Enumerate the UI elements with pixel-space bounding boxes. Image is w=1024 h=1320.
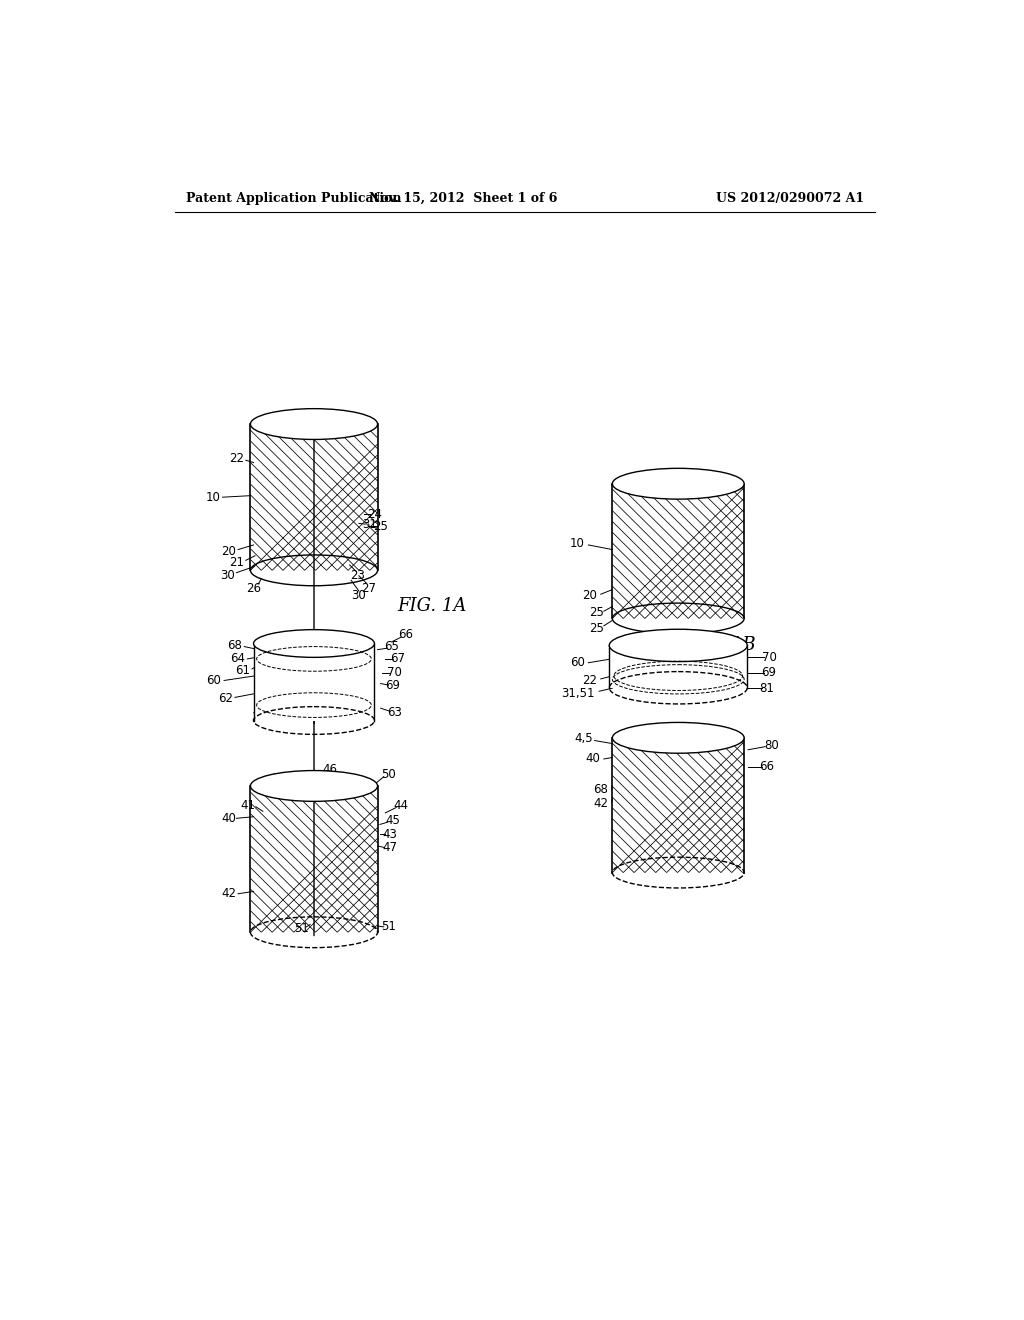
Text: Nov. 15, 2012  Sheet 1 of 6: Nov. 15, 2012 Sheet 1 of 6: [369, 191, 557, 205]
Text: 30: 30: [351, 589, 367, 602]
Text: 69: 69: [386, 678, 400, 692]
Text: 46: 46: [322, 763, 337, 776]
Text: 81: 81: [759, 681, 774, 694]
Text: 25: 25: [373, 520, 388, 533]
Text: 44: 44: [393, 799, 409, 812]
Text: 25: 25: [589, 606, 603, 619]
Text: 27: 27: [360, 582, 376, 594]
Text: 10: 10: [206, 491, 221, 504]
Text: 47: 47: [382, 841, 397, 854]
Text: 70: 70: [762, 651, 777, 664]
Polygon shape: [251, 424, 378, 570]
Text: 67: 67: [390, 652, 406, 665]
Text: 22: 22: [229, 453, 244, 465]
Text: 51: 51: [381, 920, 396, 933]
Polygon shape: [251, 785, 378, 932]
Text: 60: 60: [206, 675, 221, 686]
Text: 65: 65: [384, 640, 399, 653]
Text: 80: 80: [764, 739, 778, 751]
Text: 4,5: 4,5: [574, 731, 593, 744]
Ellipse shape: [612, 722, 744, 754]
Text: 26: 26: [246, 582, 261, 594]
Text: 31: 31: [251, 711, 265, 723]
Text: 20: 20: [221, 545, 237, 557]
Text: 40: 40: [586, 752, 600, 766]
Ellipse shape: [612, 469, 744, 499]
Text: 30: 30: [220, 569, 234, 582]
Text: 40: 40: [221, 812, 237, 825]
Text: 42: 42: [593, 797, 608, 810]
Text: 69: 69: [761, 667, 775, 680]
Text: 42: 42: [221, 887, 237, 900]
Text: 68: 68: [593, 783, 608, 796]
Ellipse shape: [251, 771, 378, 801]
Text: 60: 60: [570, 656, 585, 669]
Text: 70: 70: [387, 667, 402, 680]
Ellipse shape: [251, 409, 378, 440]
Text: 31: 31: [362, 517, 377, 531]
Text: 63: 63: [387, 706, 402, 719]
Text: 24: 24: [367, 508, 382, 520]
Text: 50: 50: [272, 772, 288, 785]
Text: US 2012/0290072 A1: US 2012/0290072 A1: [716, 191, 864, 205]
Text: 22: 22: [583, 675, 597, 686]
Text: 43: 43: [383, 828, 397, 841]
Polygon shape: [609, 645, 748, 688]
Text: 31,51: 31,51: [561, 686, 594, 700]
Ellipse shape: [254, 630, 375, 657]
Text: 68: 68: [227, 639, 243, 652]
Text: Patent Application Publication: Patent Application Publication: [186, 191, 401, 205]
Polygon shape: [612, 483, 744, 619]
Text: 41: 41: [241, 799, 256, 812]
Text: 23: 23: [350, 569, 365, 582]
Text: 10: 10: [570, 537, 585, 550]
Text: FIG. 1A: FIG. 1A: [397, 597, 467, 615]
Text: 61: 61: [236, 664, 250, 677]
Text: 64: 64: [230, 652, 246, 665]
Polygon shape: [254, 644, 375, 721]
Text: 66: 66: [398, 628, 413, 640]
Text: FIG. 1B: FIG. 1B: [686, 636, 756, 653]
Text: 45: 45: [386, 814, 400, 828]
Ellipse shape: [609, 630, 748, 661]
Text: 21: 21: [229, 556, 244, 569]
Text: 20: 20: [583, 589, 597, 602]
Text: 25: 25: [589, 622, 603, 635]
Text: 62: 62: [218, 693, 233, 705]
Text: 51: 51: [294, 921, 309, 935]
Polygon shape: [612, 738, 744, 873]
Text: 50: 50: [381, 768, 395, 781]
Text: 66: 66: [759, 760, 774, 774]
